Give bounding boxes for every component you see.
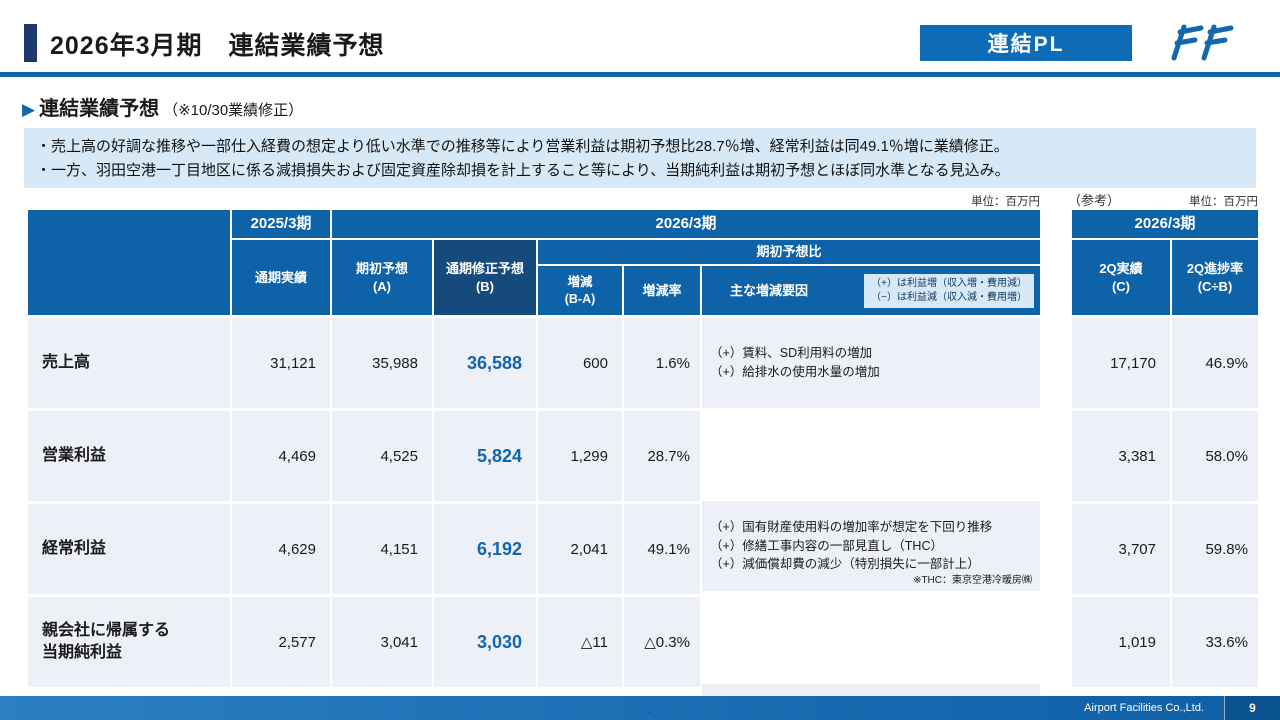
triangle-bullet-icon: ▶ <box>22 100 36 119</box>
factors-header-label: 主な増減要因 <box>730 282 809 298</box>
ref-cell-op-2q: 3,381 <box>1072 411 1170 501</box>
col-header-full-year-actual: 通期実績 <box>232 240 330 315</box>
cell-sales-rate: 1.6% <box>624 318 700 408</box>
col-header-vs-initial: 期初予想比 <box>538 240 1040 264</box>
col-header-fy2026: 2026/3期 <box>332 210 1040 238</box>
header-divider <box>0 72 1280 77</box>
legend-line-minus: （−）は利益減（収入減・費用増） <box>871 291 1027 303</box>
summary-line-2: ・一方、羽田空港一丁目地区に係る減損損失および固定資産除却損を計上すること等によ… <box>36 162 1010 179</box>
footer-page-number: 9 <box>1224 696 1280 720</box>
cell-op-revised: 5,824 <box>434 411 536 501</box>
legend-line-plus: （+）は利益増（収入増・費用減） <box>871 277 1027 289</box>
summary-line-1: ・売上高の好調な推移や一部仕入経費の想定より低い水準での推移等により営業利益は期… <box>36 138 1009 155</box>
unit-label-left: 単位：百万円 <box>971 196 1040 208</box>
cell-net-initial: 3,041 <box>332 597 432 687</box>
consolidated-pl-badge: 連結PL <box>920 25 1132 61</box>
ref-cell-ord-2q: 3,707 <box>1072 504 1170 594</box>
footer-bar: . Airport Facilities Co.,Ltd. 9 <box>0 696 1280 720</box>
summary-box: ・売上高の好調な推移や一部仕入経費の想定より低い水準での推移等により営業利益は期… <box>24 128 1256 188</box>
ref-cell-sales-progress: 46.9% <box>1172 318 1258 408</box>
col-header-change-rate: 増減率 <box>624 266 700 315</box>
cell-sales-initial: 35,988 <box>332 318 432 408</box>
col-header-revised-forecast: 通期修正予想 (B) <box>434 240 536 315</box>
page-title: 2026年3月期 連結業績予想 <box>50 32 385 60</box>
col-header-initial-forecast: 期初予想 (A) <box>332 240 432 315</box>
cell-op-initial: 4,525 <box>332 411 432 501</box>
factor-line: （+）国有財産使用料の増加率が想定を下回り推移 <box>710 519 993 534</box>
row-label-ordinary-profit: 経常利益 <box>28 504 230 594</box>
cell-op-factors: （+）国有財産使用料の増加率が想定を下回り推移 （+）修繕工事内容の一部見直し（… <box>702 501 1040 591</box>
ref-cell-op-progress: 58.0% <box>1172 411 1258 501</box>
section-title: 連結業績予想 <box>39 98 160 120</box>
col-header-fy2025: 2025/3期 <box>232 210 330 238</box>
factor-line: （+）給排水の使用水量の増加 <box>710 365 880 379</box>
reference-label: （参考） <box>1068 193 1121 208</box>
company-logo <box>1152 18 1248 66</box>
cell-ord-rate: 49.1% <box>624 504 700 594</box>
row-label-net-profit: 親会社に帰属する 当期純利益 <box>28 597 230 687</box>
footer-company: Airport Facilities Co.,Ltd. <box>1084 702 1204 714</box>
cell-sales-revised: 36,588 <box>434 318 536 408</box>
cell-ord-revised: 6,192 <box>434 504 536 594</box>
cell-sales-actual: 31,121 <box>232 318 330 408</box>
cell-net-actual: 2,577 <box>232 597 330 687</box>
cell-sales-change: 600 <box>538 318 622 408</box>
cell-net-change: △11 <box>538 597 622 687</box>
cell-ord-change: 2,041 <box>538 504 622 594</box>
ref-col-header-fy2026: 2026/3期 <box>1072 210 1258 238</box>
row-label-operating-profit: 営業利益 <box>28 411 230 501</box>
cell-ord-actual: 4,629 <box>232 504 330 594</box>
ref-col-header-2q-progress: 2Q進捗率 (C÷B) <box>1172 240 1258 315</box>
factor-line: （+）減価償却費の減少（特別損失に一部計上） <box>710 557 980 572</box>
factor-line: （+）修繕工事内容の一部見直し（THC） <box>710 538 943 553</box>
title-accent-bar <box>24 24 37 62</box>
section-heading: ▶ 連結業績予想 （※10/30業績修正） <box>22 92 303 121</box>
cell-ord-initial: 4,151 <box>332 504 432 594</box>
col-header-change: 増減 (B-A) <box>538 266 622 315</box>
cell-net-revised: 3,030 <box>434 597 536 687</box>
cell-op-rate: 28.7% <box>624 411 700 501</box>
section-note: （※10/30業績修正） <box>163 102 304 119</box>
main-table-corner-header <box>28 210 230 315</box>
cell-op-change: 1,299 <box>538 411 622 501</box>
thc-footnote: ※THC：東京空港冷暖房㈱ <box>913 575 1032 586</box>
company-logo-icon <box>1171 24 1234 61</box>
factor-line: （+）賃料、SD利用料の増加 <box>710 346 873 361</box>
row-label-sales: 売上高 <box>28 318 230 408</box>
ref-col-header-2q-actual: 2Q実績 (C) <box>1072 240 1170 315</box>
ref-cell-net-2q: 1,019 <box>1072 597 1170 687</box>
cell-op-actual: 4,469 <box>232 411 330 501</box>
factors-legend: （+）は利益増（収入増・費用減） （−）は利益減（収入減・費用増） <box>864 273 1034 308</box>
col-header-factors: 主な増減要因 （+）は利益増（収入増・費用減） （−）は利益減（収入減・費用増） <box>702 266 1040 315</box>
unit-label-right: 単位：百万円 <box>1189 196 1258 208</box>
ref-cell-net-progress: 33.6% <box>1172 597 1258 687</box>
cell-net-rate: △0.3% <box>624 597 700 687</box>
ref-cell-ord-progress: 59.8% <box>1172 504 1258 594</box>
ref-cell-sales-2q: 17,170 <box>1072 318 1170 408</box>
footer-dot: . <box>648 704 652 716</box>
cell-sales-factors: （+）賃料、SD利用料の増加 （+）給排水の使用水量の増加 <box>702 318 1040 408</box>
